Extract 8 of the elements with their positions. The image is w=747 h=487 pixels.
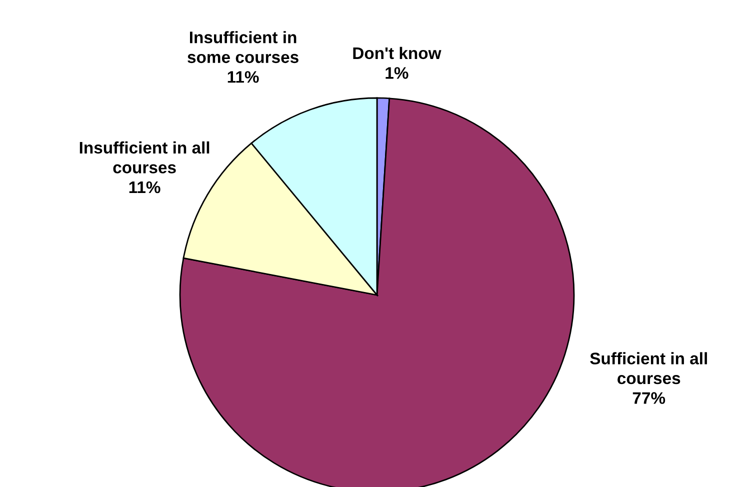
slice-label: Sufficient in all courses bbox=[590, 352, 707, 384]
data-label: 11% bbox=[228, 71, 259, 83]
data-label: 1% bbox=[386, 67, 408, 79]
data-label: 77% bbox=[632, 392, 666, 404]
slice-label: Insufficient in some courses bbox=[188, 31, 298, 64]
data-label: 11% bbox=[129, 181, 160, 194]
slice-label: Insufficient in all courses bbox=[80, 141, 210, 174]
slice-label: Don't know bbox=[353, 46, 442, 60]
